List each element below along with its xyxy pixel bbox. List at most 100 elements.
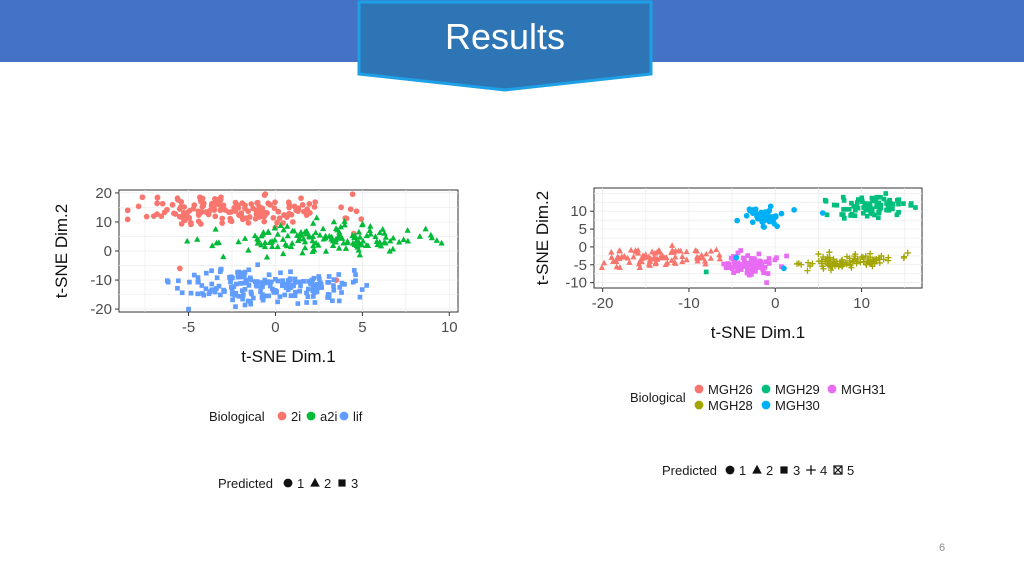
data-point-a2i <box>289 227 296 234</box>
data-point-lif <box>292 293 298 299</box>
data-point-lif <box>311 290 317 296</box>
data-point-2i <box>250 205 256 212</box>
legend-label: 3 <box>351 476 358 491</box>
data-point-2i <box>205 211 212 217</box>
data-point-mgh29 <box>864 213 870 219</box>
data-point-2i <box>271 205 278 211</box>
x-tick-label: -10 <box>678 295 700 312</box>
data-point-mgh31 <box>735 250 741 256</box>
data-point-mgh29 <box>890 201 896 207</box>
data-point-lif <box>291 283 296 289</box>
data-point-mgh26 <box>672 253 679 260</box>
data-point-mgh30 <box>760 223 767 230</box>
data-point-a2i <box>209 242 216 249</box>
data-point-mgh31 <box>762 265 768 270</box>
data-point-mgh26 <box>713 246 720 253</box>
data-point-mgh26 <box>668 257 675 263</box>
data-point-2i <box>312 199 319 205</box>
data-point-lif <box>257 280 263 285</box>
data-point-mgh29 <box>851 203 856 209</box>
data-point-2i <box>338 204 344 211</box>
data-point-lif <box>326 274 332 279</box>
data-point-lif <box>233 304 238 309</box>
data-point-a2i <box>313 214 320 221</box>
data-point-mgh31 <box>731 270 736 275</box>
data-point-2i <box>181 204 188 210</box>
data-point-mgh31 <box>735 268 740 274</box>
data-point-lif <box>342 281 347 287</box>
data-point-lif <box>209 287 215 293</box>
data-point-mgh26 <box>698 251 705 258</box>
data-point-2i <box>267 202 274 208</box>
x-tick-label: -5 <box>182 319 195 336</box>
data-point-2i <box>169 201 176 208</box>
data-point-lif <box>195 275 201 280</box>
data-point-mgh26 <box>648 248 656 255</box>
data-point-mgh26 <box>707 247 715 254</box>
legend-title-biological: Biological <box>209 409 265 424</box>
data-point-2i <box>227 218 234 224</box>
y-tick-label: 10 <box>570 203 587 220</box>
data-point-mgh26 <box>651 253 658 260</box>
data-point-lif <box>218 266 224 272</box>
data-point-2i <box>124 207 131 214</box>
data-point-mgh30 <box>791 207 797 213</box>
legend-key-3 <box>780 466 788 474</box>
data-point-2i <box>263 210 270 216</box>
data-point-lif <box>246 267 252 273</box>
data-point-2i <box>300 208 307 215</box>
data-point-mgh29 <box>822 197 828 203</box>
data-point-lif <box>175 285 180 291</box>
data-point-mgh30 <box>749 219 756 226</box>
data-point-mgh31 <box>729 266 735 272</box>
data-point-lif <box>275 299 280 305</box>
data-point-a2i <box>356 233 364 240</box>
data-point-lif <box>330 298 335 304</box>
data-point-lif <box>304 300 309 305</box>
data-point-2i <box>159 200 166 207</box>
legend-key-lif <box>339 411 349 421</box>
data-point-lif <box>351 268 357 273</box>
data-point-a2i <box>309 237 316 244</box>
data-point-2i <box>211 205 217 212</box>
data-point-a2i <box>301 238 309 245</box>
data-point-a2i <box>389 245 397 252</box>
data-point-mgh26 <box>683 248 690 255</box>
data-point-mgh28 <box>830 256 837 263</box>
data-point-lif <box>209 268 214 274</box>
data-point-2i <box>358 216 365 222</box>
data-point-lif <box>312 300 318 305</box>
data-point-a2i <box>320 235 327 242</box>
data-point-a2i <box>235 238 242 245</box>
data-point-mgh29 <box>874 202 880 207</box>
data-point-a2i <box>400 236 407 243</box>
data-point-mgh30 <box>819 210 826 216</box>
data-point-2i <box>299 202 306 208</box>
legend-title-predicted: Predicted <box>218 476 273 491</box>
data-point-mgh29 <box>867 201 873 206</box>
data-point-mgh31 <box>761 270 766 276</box>
data-point-a2i <box>355 246 362 253</box>
data-point-mgh31 <box>746 272 752 278</box>
data-point-mgh26 <box>703 250 710 257</box>
data-point-a2i <box>358 221 366 228</box>
y-tick-label: 0 <box>104 243 112 260</box>
data-point-mgh29 <box>860 210 866 216</box>
data-point-lif <box>266 293 272 299</box>
data-point-lif <box>248 277 254 283</box>
legend-key-mgh28 <box>694 400 704 410</box>
data-point-a2i <box>335 244 343 251</box>
legend-label: 1 <box>297 476 304 491</box>
data-point-mgh28 <box>804 259 812 266</box>
data-point-a2i <box>296 235 303 242</box>
data-point-mgh29 <box>855 197 861 202</box>
data-point-mgh28 <box>857 259 864 266</box>
data-point-mgh26 <box>694 257 701 264</box>
data-point-a2i <box>258 232 265 239</box>
data-point-a2i <box>387 237 394 244</box>
legend-label: MGH28 <box>708 398 753 413</box>
data-point-lif <box>273 276 278 282</box>
data-point-lif <box>266 280 272 285</box>
data-point-mgh29 <box>841 198 847 203</box>
data-point-lif <box>273 290 279 295</box>
